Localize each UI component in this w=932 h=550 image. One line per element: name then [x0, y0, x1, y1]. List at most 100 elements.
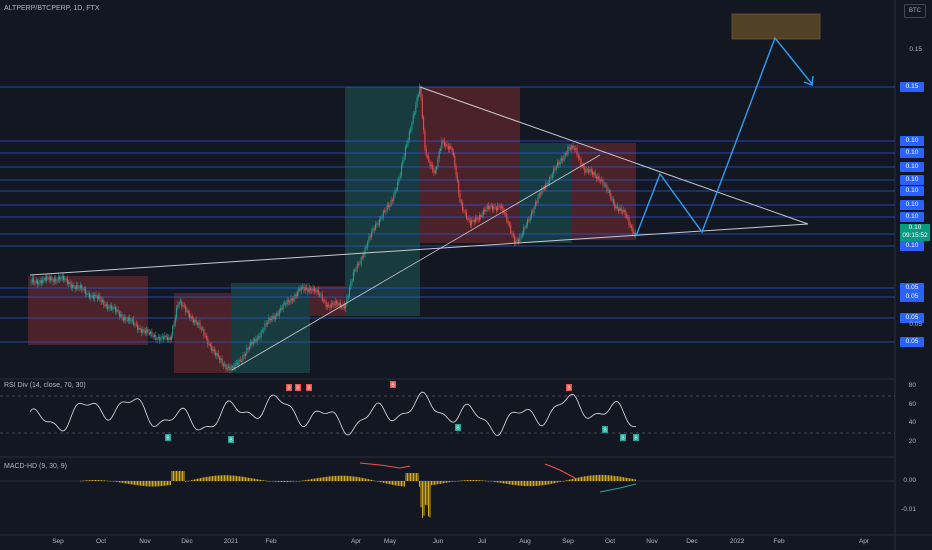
candle-body — [35, 280, 37, 283]
candle-body — [453, 151, 454, 156]
macd-bar — [107, 480, 108, 482]
candle-body — [157, 336, 159, 339]
candle-body — [503, 211, 505, 215]
candle-body — [160, 337, 162, 341]
candle-body — [605, 184, 607, 186]
macd-bar — [200, 478, 201, 481]
macd-bar — [326, 476, 327, 481]
candle-body — [263, 329, 265, 331]
macd-bar — [341, 475, 342, 481]
candle-body — [399, 175, 401, 178]
macd-bar — [168, 481, 170, 486]
macd-bar — [440, 481, 441, 484]
macd-bar — [335, 475, 336, 481]
macd-bar — [246, 477, 248, 481]
candle-body — [584, 166, 586, 173]
candle-body — [515, 240, 517, 243]
candle-body — [219, 357, 220, 361]
candle-body — [142, 329, 144, 333]
macd-bar — [309, 479, 311, 481]
candle-body — [59, 276, 61, 280]
macd-bar — [206, 476, 207, 481]
macd-bar — [152, 481, 153, 487]
candle-body — [397, 182, 399, 190]
macd-bar — [617, 476, 618, 481]
macd-bar — [426, 481, 428, 506]
candle-body — [203, 329, 205, 336]
price-tag: 0.10 — [900, 175, 924, 185]
candle-body — [168, 337, 170, 341]
candle-body — [421, 97, 423, 118]
candle-body — [79, 285, 81, 289]
candle-body — [499, 206, 501, 208]
macd-bar — [519, 481, 521, 486]
candle-body — [384, 211, 386, 212]
macd-bar — [314, 478, 315, 481]
candle-body — [458, 180, 460, 194]
currency-button[interactable]: BTC — [904, 4, 926, 18]
macd-bar — [443, 481, 444, 484]
candle-body — [256, 337, 258, 342]
candle-body — [268, 317, 270, 323]
candle-body — [113, 307, 115, 308]
candle-body — [378, 218, 380, 225]
candle-body — [352, 272, 354, 281]
macd-bar — [114, 481, 116, 482]
candle-body — [620, 207, 622, 212]
rsi-title[interactable]: RSI Div (14, close, 70, 30) — [4, 382, 86, 389]
macd-bar — [87, 480, 89, 481]
macd-bar — [479, 480, 480, 481]
candle-body — [92, 295, 94, 299]
candle-body — [440, 148, 441, 151]
candle-body — [576, 148, 578, 156]
candle-body — [133, 319, 135, 325]
macd-bar — [254, 478, 255, 481]
macd-bar — [561, 481, 563, 482]
macd-bar — [224, 475, 225, 481]
macd-bar — [390, 481, 392, 485]
macd-bar — [414, 473, 416, 481]
macd-bar — [320, 477, 321, 481]
rsi-tick: 40 — [908, 419, 916, 426]
macd-bar — [158, 481, 159, 487]
candle-body — [316, 289, 318, 293]
macd-bar — [609, 475, 611, 481]
macd-bar — [389, 481, 390, 485]
macd-title[interactable]: MACD-HD (9, 30, 9) — [4, 463, 68, 470]
candle-body — [571, 145, 573, 150]
macd-bar — [573, 478, 575, 481]
time-label: Jul — [477, 538, 487, 545]
candle-body — [241, 360, 243, 362]
macd-bar — [98, 480, 99, 481]
macd-bar — [614, 475, 615, 481]
time-label: Jun — [432, 538, 444, 545]
candle-body — [221, 358, 223, 365]
price-tag: 0.10 — [900, 162, 924, 172]
candle-body — [247, 348, 249, 350]
macd-bar — [459, 480, 461, 482]
candle-body — [108, 307, 110, 309]
candle-body — [451, 148, 453, 152]
symbol-title[interactable]: ALTPERP/BTCPERP, 1D, FTX — [4, 5, 100, 12]
candle-body — [468, 218, 470, 221]
candle-body — [282, 303, 284, 310]
macd-bar — [542, 481, 543, 486]
projection-path — [635, 36, 813, 237]
macd-bar — [486, 480, 488, 482]
rsi-bear-label: B — [391, 383, 395, 389]
candle-body — [220, 358, 222, 361]
candle-body — [450, 146, 452, 149]
candle-body — [365, 247, 367, 249]
candle-body — [430, 164, 432, 166]
macd-bar — [524, 481, 525, 486]
candle-body — [494, 206, 496, 208]
macd-bar — [500, 481, 501, 483]
macd-bar — [275, 481, 276, 482]
candle-body — [511, 232, 513, 235]
candle-body — [516, 239, 518, 241]
candle-body — [325, 301, 327, 307]
candle-body — [198, 322, 200, 325]
macd-bar — [318, 477, 320, 481]
